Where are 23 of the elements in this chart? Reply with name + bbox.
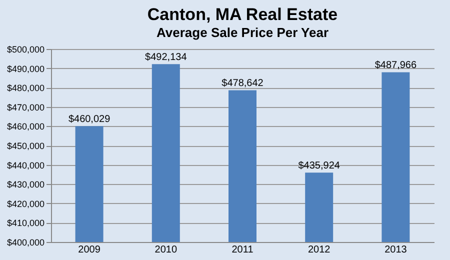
y-tick-label: $470,000 xyxy=(6,102,44,112)
y-tick-label: $500,000 xyxy=(6,44,44,54)
y-tick-label: $450,000 xyxy=(6,141,44,151)
y-tick-label: $440,000 xyxy=(6,160,44,170)
y-tick-label: $480,000 xyxy=(6,83,44,94)
x-tick-label: 2012 xyxy=(308,244,331,256)
x-tick-label: 2013 xyxy=(384,244,408,256)
data-label: $435,924 xyxy=(298,160,340,172)
x-tick-label: 2010 xyxy=(154,244,178,256)
chart-title: Canton, MA Real Estate xyxy=(147,5,338,24)
y-tick-label: $400,000 xyxy=(6,238,44,248)
y-tick-label: $430,000 xyxy=(6,180,44,190)
data-label: $492,134 xyxy=(145,52,188,64)
y-tick-label: $420,000 xyxy=(6,198,44,209)
y-tick-label: $410,000 xyxy=(6,218,44,228)
x-tick-label: 2011 xyxy=(232,244,254,256)
y-tick-label: $460,000 xyxy=(6,122,44,132)
chart-subtitle: Average Sale Price Per Year xyxy=(156,25,329,40)
data-label: $487,966 xyxy=(374,60,417,72)
x-tick-label: 2009 xyxy=(78,244,101,256)
data-label: $478,642 xyxy=(222,78,264,90)
data-label: $460,029 xyxy=(68,114,111,126)
y-tick-label: $490,000 xyxy=(6,64,44,74)
